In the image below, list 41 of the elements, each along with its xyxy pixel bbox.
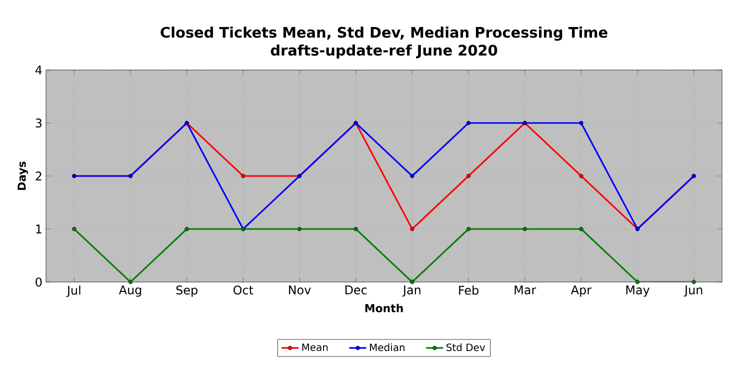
x-tick-label: Jun <box>684 286 702 297</box>
x-tick-label: Dec <box>345 286 367 294</box>
y-tick-label: 0 <box>36 277 42 287</box>
y-axis-title: Days <box>18 162 28 190</box>
x-tick-label: May <box>626 286 650 297</box>
x-tick-label: Mar <box>514 286 536 294</box>
point <box>466 226 471 232</box>
legend-label: Std Dev <box>446 343 486 352</box>
point <box>579 226 584 232</box>
y-tick-label: 4 <box>35 66 42 74</box>
point <box>635 280 640 284</box>
point <box>410 226 414 232</box>
x-tick-label: Jan <box>402 286 420 297</box>
x-axis-title: Month <box>365 304 403 312</box>
x-tick-label: Oct <box>234 286 254 295</box>
x-tick-label: Apr <box>570 286 592 297</box>
legend-label: Mean <box>302 344 328 351</box>
point <box>692 280 696 284</box>
point <box>579 120 584 126</box>
point <box>466 174 471 178</box>
point <box>579 174 584 178</box>
point <box>354 226 358 232</box>
x-tick-label: Aug <box>118 286 142 297</box>
x-tick-label: Sep <box>176 286 198 297</box>
y-tick-label: 3 <box>36 118 42 128</box>
point <box>410 280 414 284</box>
y-tick-label: 1 <box>36 224 42 234</box>
legend-label: Median <box>370 343 404 352</box>
point <box>410 174 414 178</box>
point <box>241 174 246 178</box>
point <box>297 226 302 232</box>
y-tick-label: 2 <box>36 172 42 180</box>
point <box>184 226 189 232</box>
point <box>128 280 133 284</box>
point <box>466 120 471 126</box>
point <box>72 226 76 232</box>
point <box>522 226 527 232</box>
chart-title: Closed Tickets Mean, Std Dev, Median Processing Time drafts-update-ref June 2020 <box>160 26 608 58</box>
x-tick-label: Feb <box>459 286 478 295</box>
x-tick-label: Jul <box>66 286 80 297</box>
x-tick-label: Nov <box>289 286 311 294</box>
